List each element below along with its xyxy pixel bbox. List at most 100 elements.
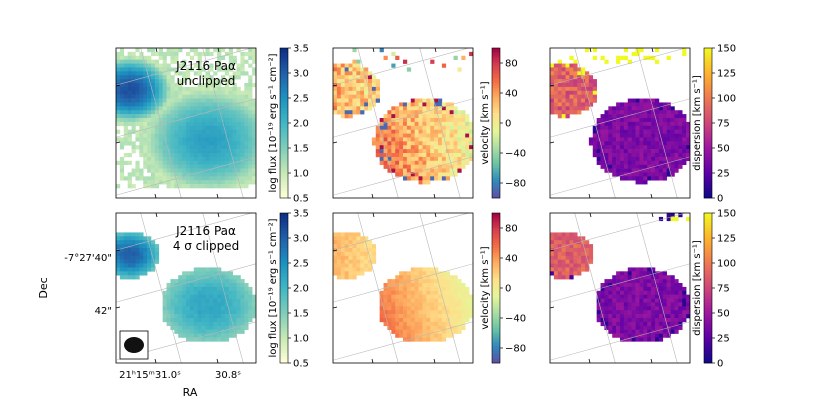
map-pixel bbox=[116, 271, 121, 276]
map-pixel bbox=[182, 283, 187, 288]
map-pixel bbox=[356, 232, 361, 237]
map-pixel bbox=[461, 141, 466, 146]
colorbar-tick-label: 50 bbox=[717, 309, 730, 320]
map-pixel bbox=[655, 164, 660, 169]
map-pixel bbox=[228, 114, 233, 119]
map-pixel bbox=[441, 110, 447, 115]
map-pixel bbox=[627, 168, 632, 173]
map-pixel bbox=[333, 271, 338, 276]
map-pixel bbox=[143, 86, 148, 92]
map-pixel bbox=[453, 294, 458, 299]
map-pixel bbox=[336, 275, 342, 280]
map-pixel bbox=[410, 321, 415, 327]
map-pixel bbox=[154, 63, 160, 68]
map-pixel bbox=[182, 149, 187, 154]
map-pixel bbox=[662, 145, 667, 150]
map-pixel bbox=[123, 244, 128, 249]
map-pixel bbox=[162, 98, 167, 103]
map-pixel bbox=[189, 168, 195, 173]
map-pixel bbox=[553, 67, 559, 72]
map-pixel bbox=[123, 67, 128, 72]
map-pixel bbox=[616, 156, 621, 162]
map-pixel bbox=[147, 240, 152, 245]
map-pixel bbox=[620, 160, 625, 165]
map-pixel bbox=[119, 51, 125, 57]
map-pixel bbox=[596, 298, 601, 303]
colorbar-step bbox=[704, 183, 712, 186]
map-pixel bbox=[205, 321, 210, 327]
map-pixel bbox=[550, 86, 555, 92]
map-pixel bbox=[418, 290, 423, 295]
map-pixel bbox=[240, 90, 245, 95]
colorbar-step bbox=[280, 308, 288, 311]
map-pixel bbox=[240, 184, 245, 189]
map-pixel bbox=[469, 298, 473, 303]
map-pixel bbox=[426, 133, 431, 138]
map-pixel bbox=[383, 321, 388, 327]
map-pixel bbox=[592, 145, 597, 150]
map-pixel bbox=[143, 251, 148, 257]
map-pixel bbox=[244, 83, 249, 88]
map-pixel bbox=[158, 48, 163, 53]
map-pixel bbox=[166, 294, 171, 299]
map-pixel bbox=[224, 129, 230, 134]
map-pixel bbox=[434, 133, 439, 138]
map-pixel bbox=[154, 90, 160, 95]
map-pixel bbox=[655, 271, 660, 276]
map-pixel bbox=[154, 86, 160, 92]
map-pixel bbox=[620, 141, 625, 146]
map-pixel bbox=[620, 314, 625, 319]
map-pixel bbox=[674, 160, 679, 165]
map-pixel bbox=[232, 94, 237, 99]
map-pixel bbox=[561, 98, 566, 103]
map-pixel bbox=[368, 267, 373, 272]
map-pixel bbox=[143, 248, 148, 253]
map-pixel bbox=[639, 133, 644, 138]
map-pixel bbox=[244, 318, 249, 323]
map-pixel bbox=[430, 118, 435, 123]
map-pixel bbox=[647, 153, 652, 158]
map-pixel bbox=[658, 286, 664, 292]
map-pixel bbox=[135, 48, 140, 53]
map-pixel bbox=[224, 329, 230, 334]
map-pixel bbox=[395, 172, 400, 177]
map-pixel bbox=[340, 114, 345, 119]
map-pixel bbox=[635, 133, 640, 138]
map-pixel bbox=[651, 286, 656, 292]
map-pixel bbox=[143, 259, 148, 264]
map-pixel bbox=[348, 275, 353, 280]
map-pixel bbox=[608, 129, 613, 134]
map-pixel bbox=[379, 137, 384, 142]
map-pixel bbox=[565, 79, 570, 84]
map-pixel bbox=[217, 310, 222, 315]
map-pixel bbox=[143, 160, 148, 165]
map-pixel bbox=[441, 137, 447, 142]
colorbar-step bbox=[280, 320, 288, 324]
map-pixel bbox=[131, 71, 136, 76]
map-pixel bbox=[228, 294, 233, 299]
map-pixel bbox=[469, 306, 473, 311]
map-pixel bbox=[186, 51, 191, 57]
map-pixel bbox=[228, 121, 233, 127]
map-pixel bbox=[131, 67, 136, 72]
map-pixel bbox=[616, 325, 621, 330]
map-pixel bbox=[193, 106, 198, 111]
map-pixel bbox=[244, 283, 249, 288]
map-pixel bbox=[461, 302, 466, 307]
map-pixel bbox=[465, 302, 470, 307]
map-pixel bbox=[205, 180, 210, 185]
map-pixel bbox=[193, 71, 198, 76]
map-pixel bbox=[178, 168, 183, 173]
map-pixel bbox=[116, 90, 121, 95]
colorbar-step bbox=[704, 288, 712, 291]
map-pixel bbox=[410, 168, 415, 173]
colorbar-label: dispersion [km s⁻¹] bbox=[692, 75, 703, 171]
map-pixel bbox=[201, 329, 206, 334]
map-pixel bbox=[131, 184, 136, 189]
map-pixel bbox=[391, 329, 396, 334]
map-pixel bbox=[352, 255, 357, 260]
map-pixel bbox=[340, 71, 345, 76]
map-pixel bbox=[201, 156, 206, 162]
map-pixel bbox=[197, 55, 202, 60]
map-pixel bbox=[395, 168, 400, 173]
